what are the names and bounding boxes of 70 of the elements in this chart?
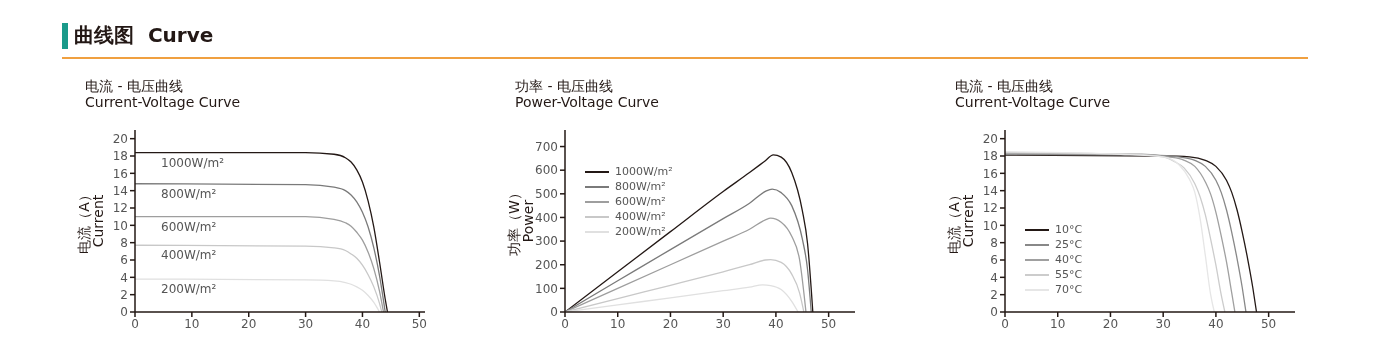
legend-label: 400W/m² bbox=[615, 209, 666, 224]
x-tick-label: 50 bbox=[1261, 316, 1277, 331]
legend-label: 200W/m² bbox=[615, 224, 666, 239]
y-tick-label: 300 bbox=[535, 234, 558, 249]
y-tick-label: 0 bbox=[550, 305, 558, 320]
y-tick-label: 600 bbox=[535, 163, 558, 178]
x-tick-label: 40 bbox=[768, 316, 784, 331]
y-tick-label: 0 bbox=[990, 305, 998, 320]
y-tick-label: 14 bbox=[112, 183, 128, 198]
y-tick-label: 18 bbox=[982, 149, 998, 164]
x-tick-label: 10 bbox=[610, 316, 626, 331]
chart-title: 功率 - 电压曲线 Power-Voltage Curve bbox=[515, 78, 660, 110]
legend-label: 40°C bbox=[1055, 252, 1083, 267]
chart-title: 电流 - 电压曲线 Current-Voltage Curve bbox=[955, 78, 1112, 110]
y-tick-label: 14 bbox=[982, 183, 998, 198]
x-tick-label: 30 bbox=[297, 316, 314, 331]
legend-label: 1000W/m² bbox=[615, 164, 673, 179]
y-tick-label: 4 bbox=[990, 270, 998, 285]
chart-title: 电流 - 电压曲线 Current-Voltage Curve bbox=[85, 78, 242, 110]
y-tick-label: 100 bbox=[535, 281, 558, 296]
legend-label: 55°C bbox=[1055, 267, 1083, 282]
y-tick-label: 8 bbox=[120, 235, 128, 250]
y-tick-label: 10 bbox=[982, 218, 998, 233]
y-tick-label: 4 bbox=[120, 270, 128, 285]
y-tick-label: 2 bbox=[120, 287, 128, 302]
y-tick-label: 700 bbox=[535, 139, 558, 154]
y-tick-label: 6 bbox=[120, 253, 128, 268]
y-axis-title: 电流（A） Current bbox=[946, 188, 976, 254]
y-tick-label: 2 bbox=[990, 287, 998, 302]
text: 曲线图 Curve bbox=[74, 22, 214, 49]
y-tick-label: 500 bbox=[535, 187, 558, 202]
y-tick-label: 0 bbox=[120, 305, 128, 320]
y-tick-label: 20 bbox=[112, 131, 128, 146]
x-tick-label: 50 bbox=[411, 316, 427, 331]
legend-label: 70°C bbox=[1055, 282, 1083, 297]
series-label: 1000W/m² bbox=[161, 155, 225, 170]
series-label: 800W/m² bbox=[161, 186, 217, 201]
legend-label: 25°C bbox=[1055, 237, 1083, 252]
x-tick-label: 20 bbox=[241, 316, 257, 331]
x-tick-label: 0 bbox=[131, 316, 139, 331]
y-tick-label: 8 bbox=[990, 235, 998, 250]
x-tick-label: 40 bbox=[1208, 316, 1224, 331]
y-tick-label: 16 bbox=[112, 166, 128, 181]
x-tick-label: 40 bbox=[354, 316, 371, 331]
x-tick-label: 10 bbox=[184, 316, 200, 331]
y-tick-label: 16 bbox=[982, 166, 998, 181]
legend-label: 600W/m² bbox=[615, 194, 666, 209]
series-label: 200W/m² bbox=[161, 282, 217, 297]
legend-label: 10°C bbox=[1055, 222, 1083, 237]
x-tick-label: 20 bbox=[662, 316, 679, 331]
legend-label: 800W/m² bbox=[615, 179, 666, 194]
x-tick-label: 50 bbox=[821, 316, 837, 331]
y-tick-label: 400 bbox=[535, 210, 558, 225]
y-tick-label: 12 bbox=[112, 201, 128, 216]
y-axis-title: 电流（A） Current bbox=[76, 188, 106, 254]
y-tick-label: 6 bbox=[990, 253, 998, 268]
series-label: 400W/m² bbox=[161, 248, 217, 263]
y-tick-label: 18 bbox=[112, 149, 128, 164]
y-axis-title: 功率（W） Power bbox=[506, 186, 536, 256]
y-tick-label: 20 bbox=[982, 131, 998, 146]
x-tick-label: 0 bbox=[561, 316, 569, 331]
y-tick-label: 200 bbox=[535, 257, 558, 272]
x-tick-label: 30 bbox=[1155, 316, 1171, 331]
x-tick-label: 30 bbox=[715, 316, 731, 331]
x-tick-label: 0 bbox=[1001, 316, 1009, 331]
x-tick-label: 10 bbox=[1050, 316, 1066, 331]
series-label: 600W/m² bbox=[161, 219, 217, 234]
y-tick-label: 10 bbox=[112, 218, 128, 233]
y-tick-label: 12 bbox=[982, 201, 998, 216]
x-tick-label: 20 bbox=[1102, 316, 1119, 331]
